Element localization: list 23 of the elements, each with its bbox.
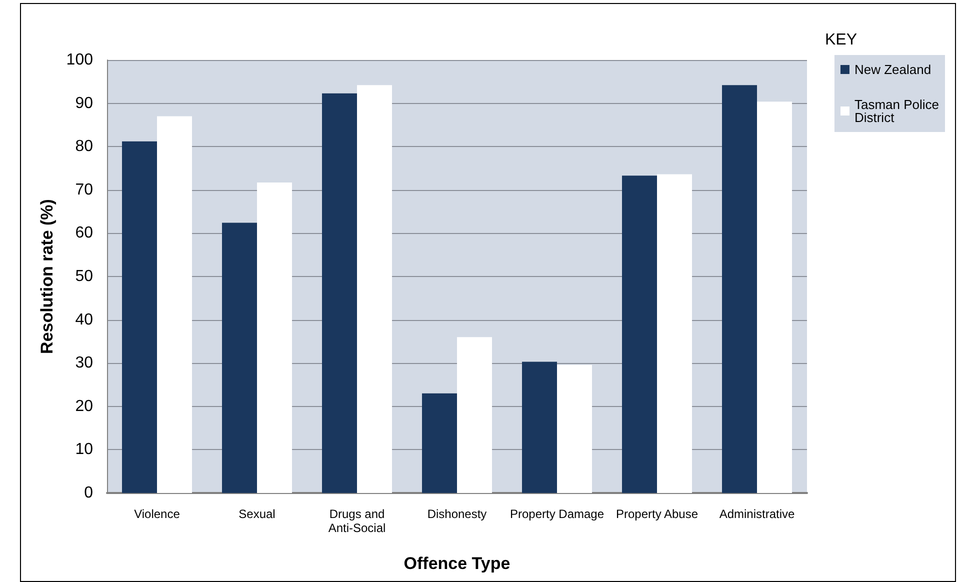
- y-tick-label: 90: [75, 94, 94, 112]
- y-axis-title: Resolution rate (%): [37, 199, 56, 354]
- y-tick-label: 80: [75, 138, 94, 156]
- y-tick-label: 40: [75, 311, 94, 328]
- y-tick-label: 0: [84, 484, 94, 502]
- y-tick-label: 50: [75, 268, 94, 285]
- x-tick-label: Sexual: [238, 507, 276, 521]
- legend-label: Tasman Police District: [854, 97, 940, 125]
- legend-title: KEY: [824, 32, 858, 48]
- y-tick-label: 100: [66, 52, 94, 68]
- y-tick-label: 70: [75, 181, 94, 198]
- x-tick-label: Property Abuse: [616, 507, 698, 521]
- y-tick-label: 10: [75, 441, 94, 458]
- y-tick-label: 60: [75, 224, 94, 242]
- legend-label: New Zealand: [854, 62, 932, 77]
- x-axis-title: Offence Type: [404, 554, 510, 573]
- x-tick-label: Dishonesty: [427, 507, 487, 521]
- x-tick-label: Administrative: [719, 507, 796, 521]
- x-tick-label: Violence: [134, 507, 180, 521]
- x-tick-label: Drugs and Anti-Social: [328, 507, 386, 535]
- y-tick-label: 30: [75, 354, 94, 372]
- x-tick-label: Property Damage: [510, 507, 604, 521]
- y-tick-label: 20: [75, 398, 94, 415]
